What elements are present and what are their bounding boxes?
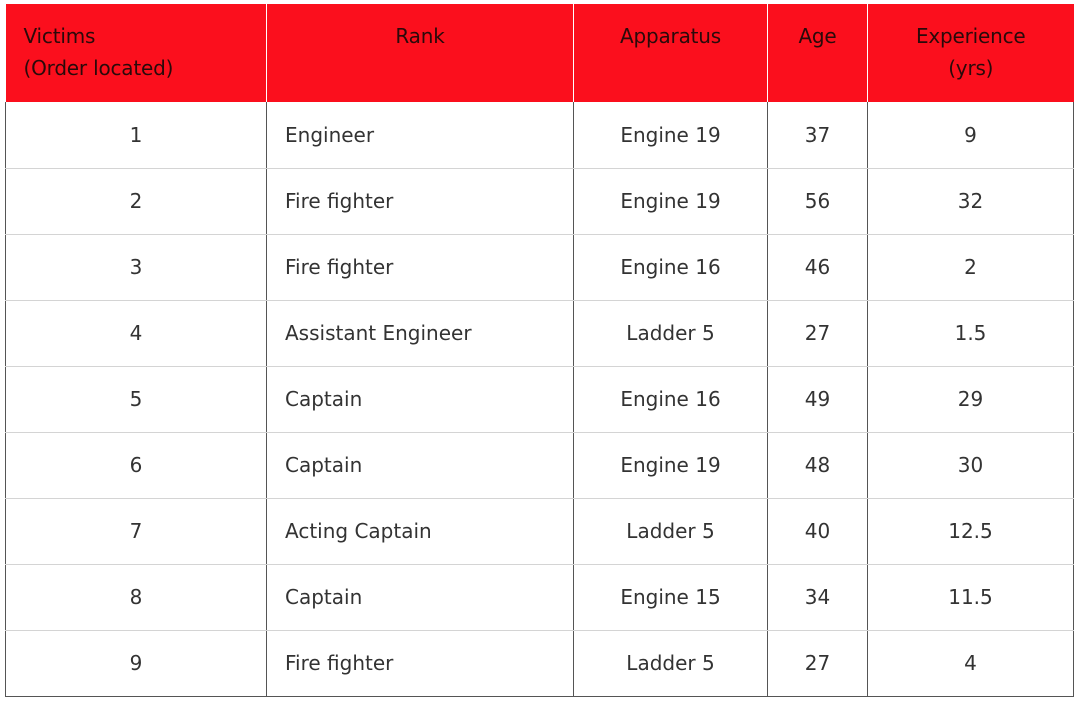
cell-experience: 29 bbox=[867, 366, 1074, 433]
cell-age: 27 bbox=[767, 300, 868, 367]
table-row: 8 Captain Engine 15 34 11.5 bbox=[5, 564, 1074, 631]
cell-rank: Captain bbox=[266, 564, 574, 631]
cell-experience: 32 bbox=[867, 168, 1074, 235]
table-body: 1 Engineer Engine 19 37 9 2 Fire fighter… bbox=[5, 102, 1074, 697]
cell-age: 46 bbox=[767, 234, 868, 301]
header-apparatus-label: Apparatus bbox=[620, 24, 721, 48]
cell-age: 40 bbox=[767, 498, 868, 565]
cell-age: 49 bbox=[767, 366, 868, 433]
victims-table-container: Victims (Order located) Rank Apparatus A… bbox=[5, 4, 1074, 697]
cell-experience: 30 bbox=[867, 432, 1074, 499]
header-victims: Victims (Order located) bbox=[5, 4, 267, 102]
cell-rank: Fire fighter bbox=[266, 168, 574, 235]
table-row: 2 Fire fighter Engine 19 56 32 bbox=[5, 168, 1074, 235]
table-row: 4 Assistant Engineer Ladder 5 27 1.5 bbox=[5, 300, 1074, 367]
table-row: 7 Acting Captain Ladder 5 40 12.5 bbox=[5, 498, 1074, 565]
cell-victim-number: 2 bbox=[5, 168, 267, 235]
cell-apparatus: Engine 16 bbox=[573, 366, 768, 433]
cell-apparatus: Engine 15 bbox=[573, 564, 768, 631]
cell-victim-number: 7 bbox=[5, 498, 267, 565]
table-header: Victims (Order located) Rank Apparatus A… bbox=[5, 4, 1074, 102]
cell-rank: Captain bbox=[266, 366, 574, 433]
header-apparatus: Apparatus bbox=[573, 4, 768, 102]
cell-age: 56 bbox=[767, 168, 868, 235]
cell-experience: 1.5 bbox=[867, 300, 1074, 367]
cell-victim-number: 3 bbox=[5, 234, 267, 301]
header-experience: Experience (yrs) bbox=[867, 4, 1074, 102]
header-victims-line2: (Order located) bbox=[23, 56, 174, 80]
cell-rank: Assistant Engineer bbox=[266, 300, 574, 367]
cell-rank: Acting Captain bbox=[266, 498, 574, 565]
header-victims-line1: Victims bbox=[23, 24, 96, 48]
header-experience-line1: Experience bbox=[915, 24, 1026, 48]
cell-apparatus: Engine 19 bbox=[573, 432, 768, 499]
cell-victim-number: 6 bbox=[5, 432, 267, 499]
header-rank-label: Rank bbox=[395, 24, 445, 48]
cell-experience: 9 bbox=[867, 102, 1074, 169]
cell-apparatus: Ladder 5 bbox=[573, 300, 768, 367]
cell-apparatus: Ladder 5 bbox=[573, 498, 768, 565]
cell-apparatus: Engine 19 bbox=[573, 102, 768, 169]
cell-age: 48 bbox=[767, 432, 868, 499]
table-row: 9 Fire fighter Ladder 5 27 4 bbox=[5, 630, 1074, 697]
cell-age: 27 bbox=[767, 630, 868, 697]
cell-experience: 4 bbox=[867, 630, 1074, 697]
cell-experience: 2 bbox=[867, 234, 1074, 301]
header-rank: Rank bbox=[266, 4, 574, 102]
table-row: 6 Captain Engine 19 48 30 bbox=[5, 432, 1074, 499]
cell-victim-number: 5 bbox=[5, 366, 267, 433]
cell-apparatus: Engine 19 bbox=[573, 168, 768, 235]
cell-victim-number: 8 bbox=[5, 564, 267, 631]
header-experience-line2: (yrs) bbox=[948, 56, 994, 80]
cell-apparatus: Engine 16 bbox=[573, 234, 768, 301]
cell-age: 37 bbox=[767, 102, 868, 169]
table-row: 5 Captain Engine 16 49 29 bbox=[5, 366, 1074, 433]
cell-victim-number: 4 bbox=[5, 300, 267, 367]
cell-rank: Fire fighter bbox=[266, 234, 574, 301]
table-row: 1 Engineer Engine 19 37 9 bbox=[5, 102, 1074, 169]
cell-experience: 12.5 bbox=[867, 498, 1074, 565]
header-row: Victims (Order located) Rank Apparatus A… bbox=[5, 4, 1074, 102]
cell-rank: Captain bbox=[266, 432, 574, 499]
cell-rank: Fire fighter bbox=[266, 630, 574, 697]
cell-apparatus: Ladder 5 bbox=[573, 630, 768, 697]
cell-rank: Engineer bbox=[266, 102, 574, 169]
cell-victim-number: 1 bbox=[5, 102, 267, 169]
cell-age: 34 bbox=[767, 564, 868, 631]
cell-victim-number: 9 bbox=[5, 630, 267, 697]
header-age-label: Age bbox=[798, 24, 837, 48]
header-age: Age bbox=[767, 4, 868, 102]
cell-experience: 11.5 bbox=[867, 564, 1074, 631]
table-row: 3 Fire fighter Engine 16 46 2 bbox=[5, 234, 1074, 301]
victims-table: Victims (Order located) Rank Apparatus A… bbox=[5, 4, 1074, 697]
